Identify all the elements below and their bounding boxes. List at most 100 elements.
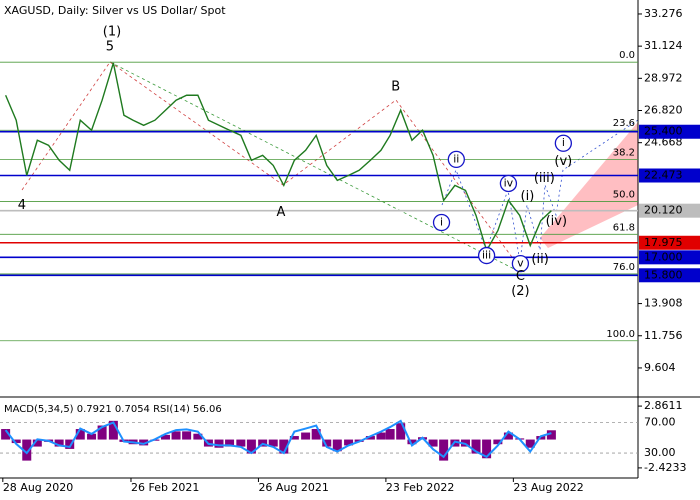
- wave-label: ii: [453, 152, 459, 165]
- macd-bar: [344, 439, 354, 446]
- price-level-box: [639, 124, 700, 139]
- fib-label: 100.0: [606, 329, 635, 340]
- macd-bar: [439, 439, 449, 461]
- y2-tick-label: 70.00: [644, 415, 676, 428]
- forecast-zone: [540, 122, 638, 248]
- rsi-line: [4, 419, 552, 459]
- y-tick-label: 26.820: [644, 104, 683, 117]
- macd-bar: [139, 439, 149, 446]
- macd-bar: [482, 439, 492, 459]
- macd-bar: [214, 439, 224, 448]
- y-tick-label: 24.668: [644, 136, 683, 149]
- wave-label: C: [516, 269, 525, 284]
- price-level-label: 25.400: [644, 125, 683, 138]
- y-tick-label: 33.276: [644, 7, 683, 20]
- macd-bar: [428, 439, 438, 447]
- wave-label: iii: [482, 249, 491, 262]
- wave-label: A: [277, 205, 286, 220]
- wave-label: B: [391, 80, 400, 95]
- wave-circle: [554, 134, 573, 152]
- wave-label: iv: [504, 176, 514, 189]
- macd-bar: [322, 439, 332, 447]
- y-tick-label: 2.8611: [644, 399, 683, 412]
- macd-bar: [546, 430, 556, 440]
- y-tick-label: -2.4233: [644, 461, 686, 474]
- macd-bar: [268, 439, 278, 447]
- macd-bar: [376, 432, 386, 440]
- wave-label: 5: [106, 40, 114, 55]
- macd-bar: [75, 429, 85, 440]
- macd-bar: [108, 420, 118, 440]
- wave-line: [441, 119, 639, 263]
- macd-bar: [471, 439, 481, 454]
- wave-label: i: [562, 136, 565, 149]
- price-level-label: 20.120: [644, 204, 683, 217]
- macd-bar: [236, 439, 246, 447]
- macd-bar: [1, 429, 11, 440]
- price-level-box: [639, 203, 700, 218]
- macd-bar: [301, 432, 311, 440]
- wave-line: [109, 61, 521, 273]
- macd-bar: [160, 434, 170, 440]
- macd-bar: [407, 439, 417, 445]
- y-tick-label: 31.124: [644, 39, 683, 52]
- fib-label: 23.6: [613, 118, 635, 129]
- x-tick-label: 28 Aug 2020: [3, 481, 73, 494]
- wave-label: (iv): [546, 214, 567, 229]
- price-level-box: [639, 250, 700, 265]
- wave-label: (ii): [531, 252, 548, 267]
- fib-label: 38.2: [613, 147, 635, 158]
- macd-bar: [503, 432, 513, 440]
- fib-label: 50.0: [613, 189, 635, 200]
- wave-line: [21, 61, 111, 191]
- wave-label: (i): [521, 189, 535, 204]
- x-tick-label: 26 Aug 2021: [258, 481, 328, 494]
- wave-circle: [511, 254, 530, 273]
- macd-bar: [97, 425, 107, 440]
- x-tick-label: 26 Feb 2021: [131, 481, 199, 494]
- macd-bar: [525, 439, 535, 448]
- macd-bar: [171, 431, 181, 440]
- macd-bar: [54, 439, 64, 447]
- macd-bar: [182, 431, 192, 440]
- macd-bar: [279, 439, 289, 454]
- macd-bar: [385, 429, 395, 440]
- fib-label: 0.0: [619, 50, 635, 61]
- wave-label: (1): [103, 24, 121, 39]
- macd-bar: [332, 439, 342, 452]
- price-level-label: 17.000: [644, 250, 683, 263]
- chart-title: XAGUSD, Daily: Silver vs US Dollar/ Spot: [4, 4, 226, 17]
- macd-bar: [225, 439, 235, 447]
- wave-line: [109, 61, 521, 269]
- macd-bar: [311, 429, 321, 440]
- wave-label: (2): [511, 284, 529, 299]
- wave-label: v: [517, 257, 524, 270]
- macd-bar: [65, 439, 75, 449]
- macd-bar: [493, 439, 503, 445]
- macd-bar: [11, 439, 21, 444]
- fib-label: 61.8: [613, 222, 635, 233]
- macd-bar: [246, 439, 256, 454]
- macd-bar: [87, 433, 97, 440]
- price-level-label: 22.473: [644, 169, 683, 182]
- wave-label: 4: [18, 198, 26, 213]
- macd-bar: [396, 423, 406, 440]
- macd-bar: [22, 439, 32, 461]
- macd-bar: [365, 436, 375, 440]
- y2-tick-label: 30.00: [644, 446, 676, 459]
- x-tick-label: 23 Feb 2022: [386, 481, 454, 494]
- wave-circle: [499, 174, 518, 193]
- fib-label: 76.0: [613, 262, 635, 273]
- y-tick-label: 13.908: [644, 297, 683, 310]
- indicator-title: MACD(5,34,5) 0.7921 0.7054 RSI(14) 56.06: [4, 404, 222, 415]
- wave-label: (iii): [534, 171, 555, 186]
- wave-circle: [447, 150, 465, 169]
- price-level-label: 15.800: [644, 268, 683, 281]
- y-tick-label: 28.972: [644, 71, 683, 84]
- macd-bar: [289, 436, 299, 440]
- wave-label: (v): [554, 154, 572, 169]
- wave-circle: [477, 246, 496, 265]
- macd-bar: [32, 439, 42, 447]
